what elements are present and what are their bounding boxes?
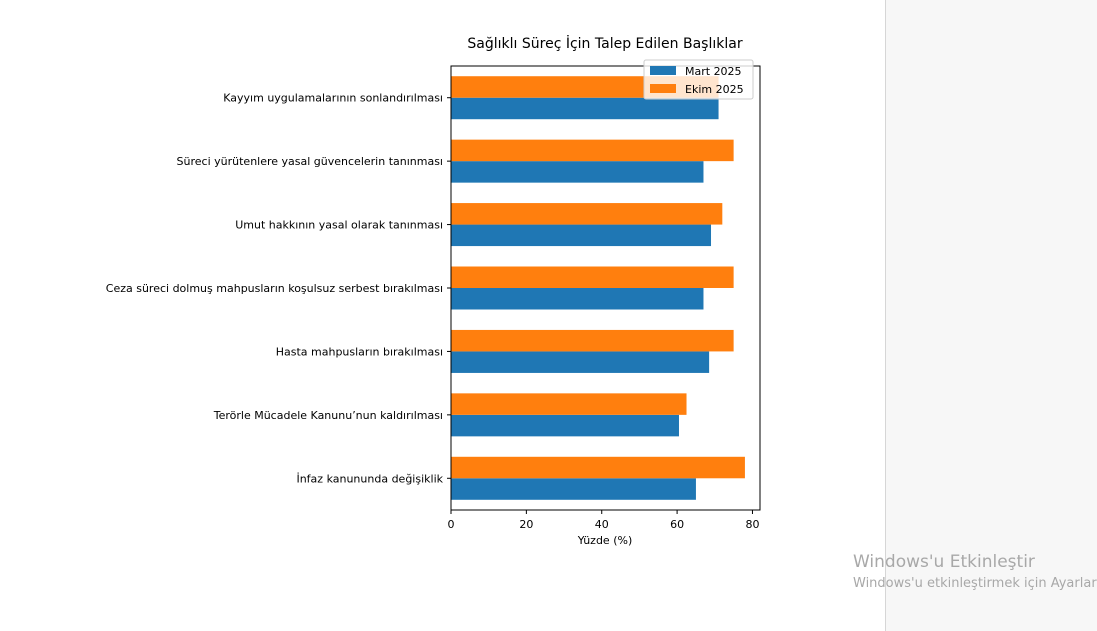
y-tick-label: İnfaz kanununda değişiklik [296,472,443,485]
bar-chart: Sağlıklı Süreç İçin Talep Edilen Başlıkl… [106,34,761,547]
bars-layer [451,76,745,500]
legend-swatch-ekim-2025 [650,84,676,93]
x-tick-label: 40 [595,518,609,531]
bar-mart-2025-3 [451,288,704,310]
bar-mart-2025-0 [451,97,719,120]
bar-mart-2025-1 [451,161,704,183]
bar-ekim-2025-1 [451,139,734,162]
y-tick-label: Ceza süreci dolmuş mahpusların koşulsuz … [106,282,443,295]
bar-ekim-2025-6 [451,456,745,479]
x-tick-label: 60 [670,518,684,531]
bar-ekim-2025-2 [451,203,723,225]
x-tick-label: 80 [745,518,759,531]
bar-ekim-2025-5 [451,393,687,415]
y-tick-label: Süreci yürütenlere yasal güvencelerin ta… [177,155,443,168]
y-tick-label: Kayyım uygulamalarının sonlandırılması [223,92,443,105]
x-tick-label: 0 [448,518,455,531]
y-tick-label: Hasta mahpusların bırakılması [276,345,443,358]
axes-frame [450,65,761,511]
legend-swatch-mart-2025 [650,66,676,75]
y-tick-label: Umut hakkının yasal olarak tanınması [235,219,443,232]
right-side-panel [885,0,1097,631]
plot-area: Sağlıklı Süreç İçin Talep Edilen Başlıkl… [105,34,761,547]
bar-mart-2025-4 [451,351,710,373]
bar-ekim-2025-3 [451,266,734,288]
x-axis-label: Yüzde (%) [577,534,632,547]
y-tick-label: Terörle Mücadele Kanunu’nun kaldırılması [213,409,443,422]
legend-label-mart-2025: Mart 2025 [685,65,742,78]
activation-watermark-title: Windows'u Etkinleştir [853,552,1035,572]
chart-title: Sağlıklı Süreç İçin Talep Edilen Başlıkl… [467,34,742,52]
bar-mart-2025-2 [451,224,712,247]
bar-ekim-2025-4 [451,329,734,352]
bar-mart-2025-5 [451,414,679,437]
x-tick-label: 20 [519,518,533,531]
axes-layer: Kayyım uygulamalarının sonlandırılması Sü… [106,65,761,531]
legend-label-ekim-2025: Ekim 2025 [685,83,744,96]
bar-mart-2025-6 [451,478,696,500]
legend: Mart 2025 Ekim 2025 [643,59,754,100]
activation-watermark-subtitle: Windows'u etkinleştirmek için Ayarlar [853,576,1097,591]
